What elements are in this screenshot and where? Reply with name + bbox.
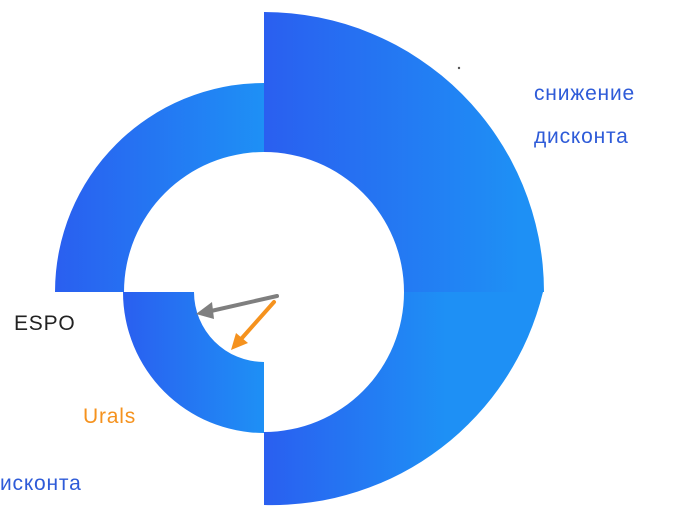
quadrant-arc-top-left <box>55 83 264 292</box>
label-bottom-left: исконта <box>0 472 82 495</box>
espo-arrow <box>196 294 279 319</box>
quadrant-arc-bottom-left <box>123 292 264 433</box>
label-top-right-line2: дисконта <box>534 125 629 148</box>
label-top-right-line1: снижение <box>534 82 635 105</box>
label-urals: Urals <box>83 405 136 428</box>
quadrant-arc-top-right <box>264 12 544 292</box>
stray-dot <box>457 66 461 70</box>
quadrant-arc-bottom-right <box>264 292 543 506</box>
label-espo: ESPO <box>14 312 76 335</box>
urals-arrow <box>231 300 276 350</box>
